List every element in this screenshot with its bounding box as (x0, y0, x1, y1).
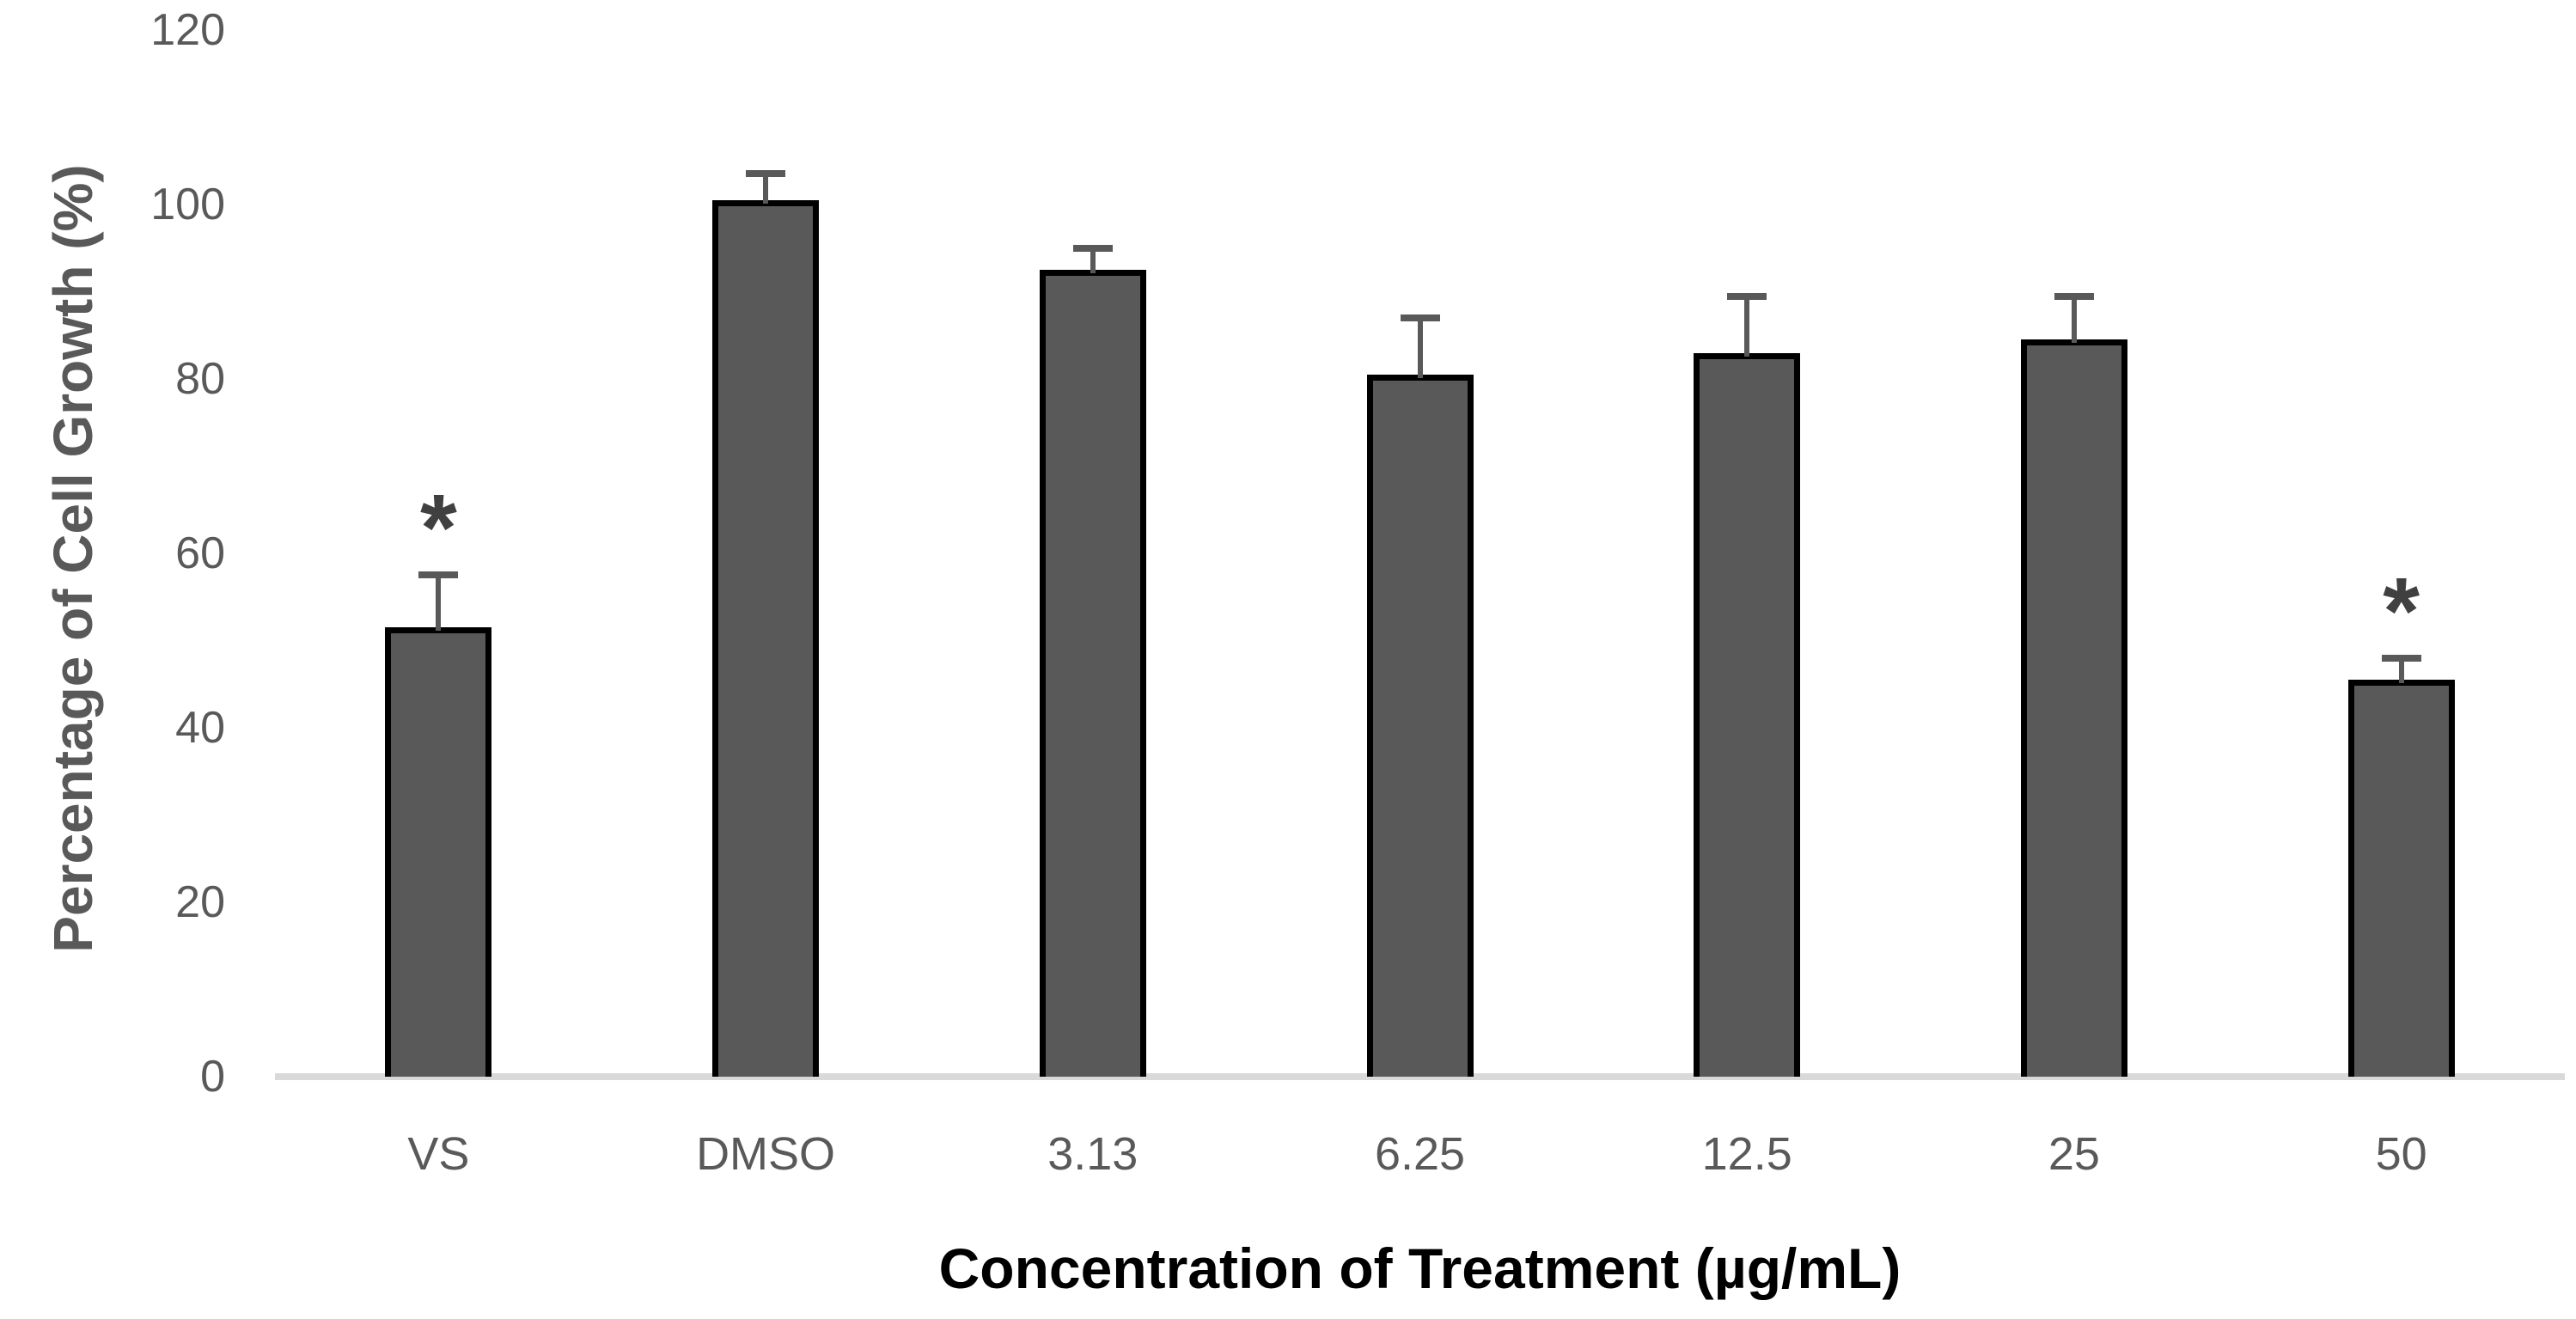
x-tick-label: 6.25 (1374, 1128, 1466, 1180)
bar-50 (2347, 680, 2455, 1077)
error-bar-cap (418, 571, 459, 579)
error-bar-cap (746, 170, 786, 178)
x-tick-label: VS (407, 1128, 470, 1180)
bar-12.5 (1694, 352, 1801, 1077)
error-bar-cap (2054, 292, 2094, 300)
bar-25 (2020, 339, 2127, 1077)
x-tick-label: 25 (2048, 1128, 2100, 1180)
error-bar-cap (1727, 292, 1767, 300)
error-bar-cap (1072, 244, 1113, 252)
bar-DMSO (712, 199, 820, 1077)
error-bar-stem (436, 575, 442, 632)
bar-6.25 (1366, 374, 1474, 1077)
y-tick-label: 60 (175, 528, 225, 578)
error-bar-stem (1417, 317, 1423, 378)
y-tick-label: 40 (175, 703, 225, 753)
x-axis-line (275, 1073, 2565, 1080)
significance-asterisk: * (2383, 558, 2420, 664)
y-tick-label: 100 (150, 180, 225, 229)
y-tick-label: 20 (175, 877, 225, 927)
error-bar-stem (2071, 296, 2077, 344)
bar-VS (385, 627, 492, 1077)
error-bar-stem (2398, 657, 2404, 684)
y-tick-label: 120 (150, 5, 225, 55)
significance-asterisk: * (419, 475, 457, 582)
error-bar-cap (2381, 654, 2421, 662)
bar-3.13 (1039, 270, 1146, 1077)
error-bar-cap (1400, 314, 1440, 321)
error-bar-stem (1744, 296, 1750, 357)
x-tick-label: DMSO (696, 1128, 836, 1180)
y-tick-label: 0 (200, 1052, 225, 1102)
x-tick-label: 3.13 (1047, 1128, 1138, 1180)
x-tick-label: 12.5 (1701, 1128, 1792, 1180)
x-axis-title: Concentration of Treatment (µg/mL) (938, 1237, 1901, 1300)
y-tick-label: 80 (175, 354, 225, 404)
x-tick-label: 50 (2375, 1128, 2427, 1180)
error-bar-stem (1090, 247, 1096, 274)
error-bar-stem (763, 174, 769, 204)
